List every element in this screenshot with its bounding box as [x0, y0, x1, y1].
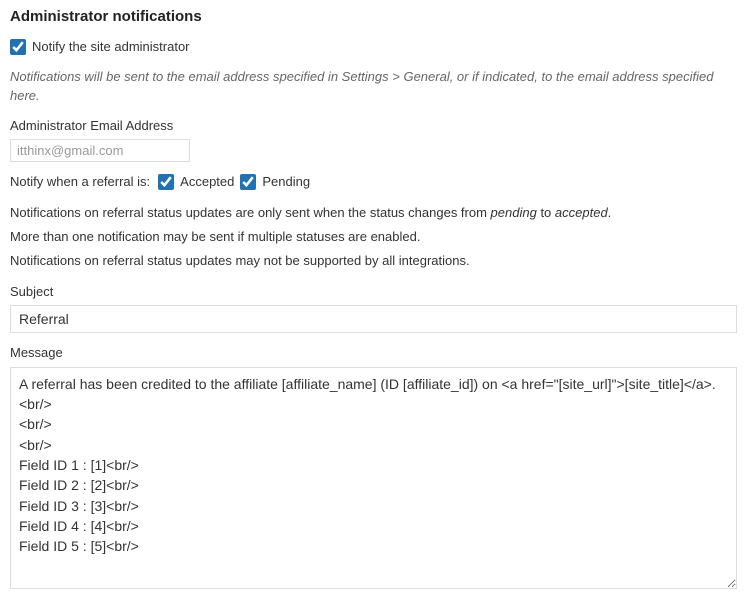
section-heading: Administrator notifications	[10, 8, 737, 25]
desc-line1-em2: accepted	[555, 205, 608, 220]
accepted-checkbox[interactable]	[158, 174, 174, 190]
message-label: Message	[10, 343, 737, 363]
notify-admin-label: Notify the site administrator	[32, 37, 190, 57]
help-text: Notifications will be sent to the email …	[10, 69, 713, 104]
description-block: Notifications on referral status updates…	[10, 202, 737, 272]
notify-admin-checkbox[interactable]	[10, 39, 26, 55]
pending-checkbox[interactable]	[240, 174, 256, 190]
notify-when-lead: Notify when a referral is:	[10, 172, 150, 192]
pending-label: Pending	[262, 172, 310, 192]
email-label: Administrator Email Address	[10, 116, 737, 136]
admin-email-input[interactable]	[10, 139, 190, 162]
desc-line1-a: Notifications on referral status updates…	[10, 205, 491, 220]
desc-line1-em1: pending	[491, 205, 537, 220]
accepted-label: Accepted	[180, 172, 234, 192]
desc-line3: Notifications on referral status updates…	[10, 250, 737, 272]
subject-label: Subject	[10, 282, 737, 302]
subject-input[interactable]	[10, 305, 737, 333]
message-textarea[interactable]	[10, 367, 737, 589]
desc-line1-b: to	[537, 205, 555, 220]
desc-line1-c: .	[608, 205, 612, 220]
desc-line2: More than one notification may be sent i…	[10, 226, 737, 248]
